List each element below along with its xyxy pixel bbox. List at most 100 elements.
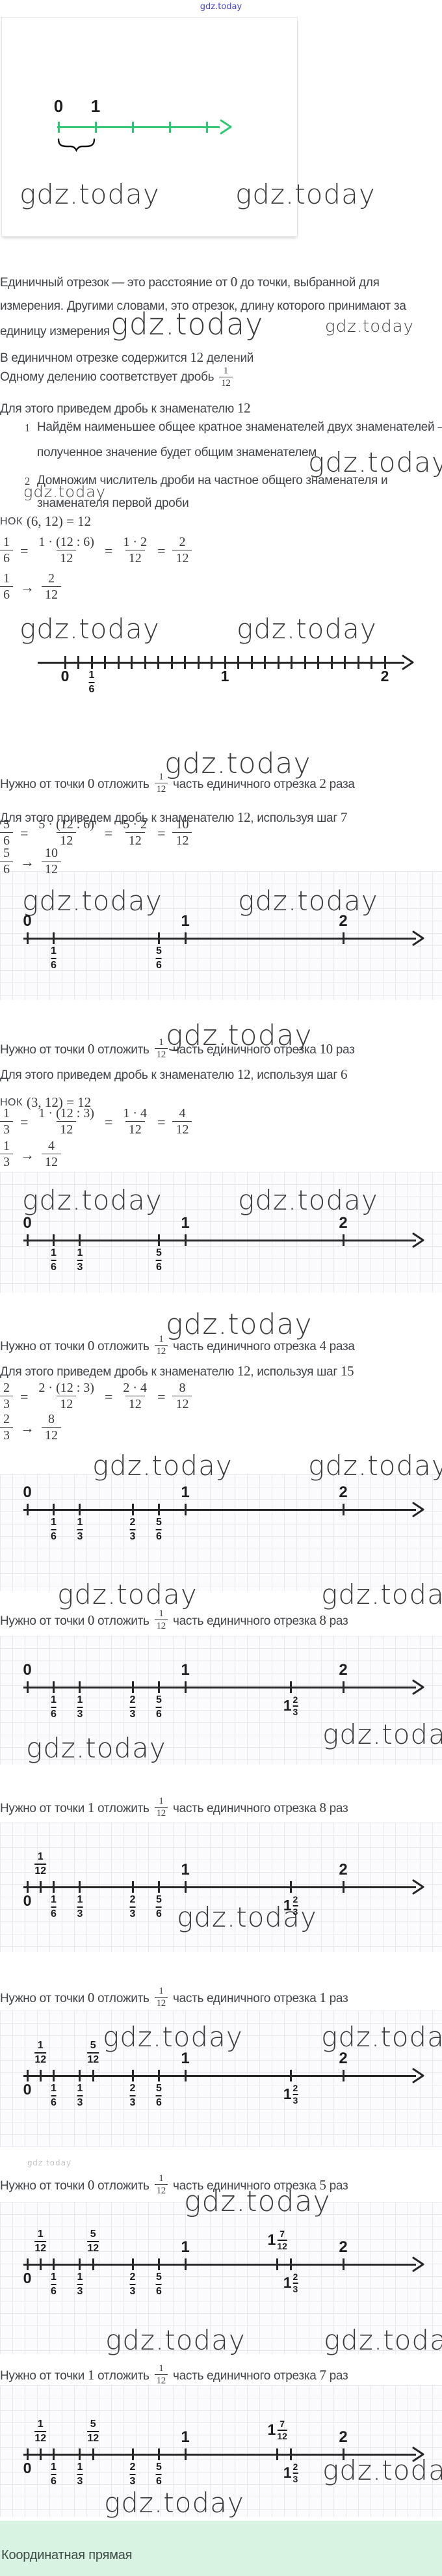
math-number: 0 xyxy=(87,775,95,791)
math-number: 1 xyxy=(25,422,30,434)
tick xyxy=(157,1234,160,1246)
fraction-denominator: 12 xyxy=(154,1344,168,1357)
site-link[interactable]: gdz.today xyxy=(200,2,242,12)
fraction-numerator: 1 xyxy=(159,1796,164,1807)
tick-label: 0 xyxy=(23,2081,32,2098)
text-line: Домножим числитель дроби на частное обще… xyxy=(37,474,388,487)
tick-label: 0 xyxy=(60,668,70,685)
sentence-with-fraction: Нужно от точки 0 отложить 1 12 часть единич… xyxy=(0,1330,355,1361)
fraction-denominator: 6 xyxy=(51,1262,57,1273)
fraction-bar xyxy=(34,1864,47,1865)
equals-operator: = xyxy=(20,1113,29,1130)
list-marker: 1 xyxy=(25,422,30,435)
tick xyxy=(264,656,266,669)
tick-label: 2 xyxy=(339,912,348,930)
fraction-bar xyxy=(292,2472,298,2474)
fraction-numerator: 5 xyxy=(3,846,10,860)
watermark: gdz.today xyxy=(110,306,264,342)
axis-line xyxy=(23,1239,416,1241)
fraction-numerator: 1 · 4 xyxy=(123,1106,148,1120)
fraction-denominator: 12 xyxy=(125,1396,145,1413)
lcm-expression: (6, 12) = 12 xyxy=(26,513,92,529)
text-line: Для этого приведем дробь к знаменателю 1… xyxy=(0,1066,348,1082)
grid-paper xyxy=(0,1172,442,1293)
fraction-bar xyxy=(87,2241,99,2243)
watermark: gdz.today xyxy=(324,2324,442,2356)
tick xyxy=(289,2258,292,2270)
watermark: gdz.today xyxy=(57,1579,198,1610)
tick xyxy=(131,1504,134,1515)
fraction-denominator: 12 xyxy=(154,1619,168,1632)
tick-label: 0 xyxy=(23,912,32,930)
fraction-denominator: 12 xyxy=(125,1121,145,1138)
math-number: 8 xyxy=(319,1612,326,1628)
sentence-with-fraction: Нужно от точки 0 отложить 1 12 часть единич… xyxy=(0,1982,348,2013)
fraction-numerator: 2 xyxy=(292,1694,298,1705)
fraction: 4 12 xyxy=(42,1139,61,1171)
watermark: gdz.today xyxy=(321,1579,442,1610)
tick xyxy=(197,656,200,669)
sentence-before: Нужно от точки 1 отложить xyxy=(0,2366,150,2383)
fraction-denominator: 12 xyxy=(154,2184,168,2197)
watermark: gdz.today xyxy=(164,747,311,780)
fraction-denominator: 6 xyxy=(156,1908,162,1920)
fraction-bar xyxy=(156,1529,162,1531)
fraction-denominator: 12 xyxy=(277,2431,287,2442)
watermark: gdz.today xyxy=(23,483,107,501)
fraction-label: 1 12 xyxy=(34,2229,47,2254)
fraction-bar xyxy=(156,958,162,960)
fraction-numerator: 4 xyxy=(179,1106,186,1120)
axis-line xyxy=(23,2453,416,2456)
fraction-numerator: 2 xyxy=(292,2271,298,2282)
tick xyxy=(157,2070,160,2081)
tick xyxy=(26,2070,29,2081)
tick xyxy=(370,656,372,669)
fraction-bar xyxy=(34,2052,47,2054)
fraction-denominator: 12 xyxy=(154,2374,168,2387)
fraction-numerator: 1 xyxy=(88,670,95,681)
equals-operator: = xyxy=(104,824,113,841)
grid-paper xyxy=(0,871,442,1000)
mixed-number-label: 1 7 12 xyxy=(268,2229,287,2251)
watermark: gdz.today xyxy=(325,317,414,336)
axis-line xyxy=(23,1886,416,1888)
lcm-label: НОК xyxy=(0,1096,23,1108)
lcm-label: НОК xyxy=(0,515,23,527)
equals-operator: = xyxy=(104,542,113,559)
fraction-denominator: 6 xyxy=(0,586,13,603)
footer-link[interactable]: Координатная прямая xyxy=(1,2548,133,2562)
axis-line xyxy=(23,1686,416,1688)
tick xyxy=(184,1881,187,1893)
fraction-bar xyxy=(292,2093,298,2095)
fraction-denominator: 3 xyxy=(129,2476,136,2488)
tick xyxy=(53,1234,55,1246)
sentence-after: часть единичного отрезка 4 раза xyxy=(173,1337,355,1353)
sentence-before: Нужно от точки 0 отложить xyxy=(0,2176,150,2193)
watermark: gdz.today xyxy=(20,178,160,210)
axis-line xyxy=(23,1508,416,1511)
fraction-bar xyxy=(129,1529,136,1531)
fraction-bar xyxy=(51,1707,57,1709)
fraction: 5 · (12 : 6) 12 xyxy=(35,817,98,849)
tick-label: 2 xyxy=(339,1484,348,1501)
arrow-head-icon xyxy=(412,1502,424,1517)
fraction-bar xyxy=(51,958,57,960)
axis-line xyxy=(23,937,416,940)
fraction-numerator: 1 xyxy=(159,1334,164,1345)
fraction-bar xyxy=(156,1260,162,1262)
sentence-after: часть единичного отрезка 7 раз xyxy=(173,2366,348,2383)
math-number: 2 xyxy=(319,775,326,791)
sentence-before: Одному делению соответствует дробь xyxy=(0,370,214,384)
fraction-bar xyxy=(292,2282,298,2284)
fraction: 2 · (12 : 3) 12 xyxy=(35,1381,98,1413)
